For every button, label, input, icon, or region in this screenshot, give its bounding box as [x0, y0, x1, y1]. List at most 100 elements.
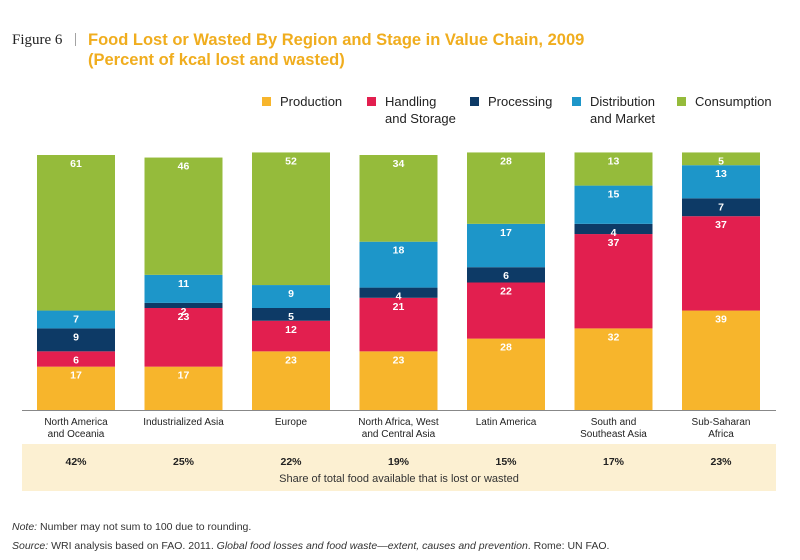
- data-label-distribution-4: 18: [393, 245, 405, 257]
- legend-swatch-distribution: [572, 97, 581, 106]
- share-value-1: 42%: [65, 456, 87, 468]
- bar-distribution-3: [252, 285, 330, 308]
- bar-distribution-6: [574, 185, 653, 224]
- bar-production-1: [37, 366, 115, 410]
- data-label-processing-5: 6: [503, 270, 509, 282]
- bar-production-7: [682, 310, 760, 410]
- data-label-production-6: 32: [608, 331, 620, 343]
- bar-distribution-4: [359, 241, 438, 288]
- figure-label: Figure 6: [12, 32, 63, 48]
- bar-distribution-5: [467, 223, 545, 268]
- data-label-production-4: 23: [393, 354, 405, 366]
- bar-handling-7: [682, 216, 760, 311]
- bar-consumption-5: [467, 152, 545, 224]
- data-label-consumption-5: 28: [500, 155, 512, 167]
- legend-label-processing: Processing: [488, 94, 553, 109]
- bar-handling-2: [144, 308, 223, 367]
- legend-item-handling: Handling and Storage: [367, 93, 456, 127]
- bar-processing-7: [682, 198, 760, 217]
- bar-handling-4: [359, 297, 438, 352]
- source-label: Source:: [12, 540, 49, 552]
- legend-swatch-processing: [470, 97, 479, 106]
- bar-processing-4: [359, 287, 438, 298]
- data-label-consumption-2: 46: [178, 161, 190, 173]
- legend-label-production: Production: [280, 94, 343, 109]
- bar-processing-2: [144, 302, 223, 308]
- x-tick-label-7: Sub-Saharan Africa: [692, 417, 751, 440]
- data-label-handling-1: 6: [73, 354, 79, 366]
- chart-source: Source: WRI analysis based on FAO. 2011.…: [12, 540, 609, 552]
- chart-note: Note: Number may not sum to 100 due to r…: [12, 521, 251, 533]
- bar-handling-1: [37, 351, 115, 367]
- bar-consumption-2: [144, 157, 223, 275]
- bar-consumption-7: [682, 152, 760, 166]
- share-lost-panel: Share of total food available that is lo…: [22, 444, 776, 491]
- bar-consumption-6: [574, 152, 653, 186]
- data-label-processing-7: 7: [718, 201, 724, 213]
- data-label-production-3: 23: [285, 354, 297, 366]
- bar-distribution-1: [37, 310, 115, 329]
- data-label-consumption-4: 34: [393, 158, 405, 170]
- share-value-2: 25%: [173, 456, 195, 468]
- bar-distribution-2: [144, 274, 223, 303]
- data-label-processing-2: 2: [181, 306, 187, 318]
- legend-label-consumption: Consumption: [695, 94, 772, 109]
- bar-production-5: [467, 338, 545, 410]
- data-label-distribution-7: 13: [715, 168, 727, 180]
- legend-swatch-production: [262, 97, 271, 106]
- share-caption: Share of total food available that is lo…: [279, 473, 519, 485]
- bar-production-3: [252, 351, 330, 410]
- legend-swatch-handling: [367, 97, 376, 106]
- bar-consumption-1: [37, 155, 115, 311]
- data-label-consumption-6: 13: [608, 155, 620, 167]
- data-label-handling-4: 21: [393, 301, 405, 313]
- bar-handling-5: [467, 282, 545, 339]
- bar-processing-3: [252, 308, 330, 321]
- bar-consumption-4: [359, 155, 438, 242]
- legend-item-consumption: Consumption: [677, 93, 772, 110]
- x-tick-label-6: South and Southeast Asia: [580, 417, 647, 440]
- share-value-3: 22%: [280, 456, 302, 468]
- figure-separator: |: [74, 31, 78, 47]
- bar-production-2: [144, 366, 223, 410]
- note-text: Number may not sum to 100 due to roundin…: [40, 521, 252, 533]
- data-label-handling-7: 37: [715, 219, 727, 231]
- data-label-handling-3: 12: [285, 324, 297, 336]
- data-label-production-2: 17: [178, 370, 190, 382]
- bar-distribution-7: [682, 165, 760, 199]
- data-label-distribution-3: 9: [288, 288, 294, 300]
- data-label-distribution-2: 11: [178, 278, 189, 290]
- data-label-consumption-1: 61: [70, 158, 82, 170]
- x-tick-label-1: North America and Oceania: [44, 417, 108, 440]
- data-label-distribution-6: 15: [608, 189, 620, 201]
- data-label-handling-6: 37: [608, 237, 620, 249]
- share-value-6: 17%: [603, 456, 625, 468]
- legend-label-handling: Handling and Storage: [385, 94, 456, 126]
- bar-production-6: [574, 328, 653, 410]
- data-label-processing-6: 4: [611, 227, 617, 239]
- data-label-handling-2: 23: [178, 311, 190, 323]
- data-label-consumption-7: 5: [718, 155, 724, 167]
- bar-production-4: [359, 351, 438, 410]
- data-label-distribution-5: 17: [500, 227, 512, 239]
- x-tick-label-2: Industrialized Asia: [143, 417, 224, 428]
- source-text: WRI analysis based on FAO. 2011.: [51, 540, 217, 552]
- data-label-production-7: 39: [715, 314, 727, 326]
- bar-processing-5: [467, 267, 545, 283]
- data-label-production-5: 28: [500, 342, 512, 354]
- x-tick-label-3: Europe: [275, 417, 308, 428]
- data-label-processing-4: 4: [396, 291, 402, 303]
- x-tick-label-4: North Africa, West and Central Asia: [358, 417, 439, 440]
- legend-item-production: Production: [262, 93, 342, 110]
- chart-subtitle: (Percent of kcal lost and wasted): [88, 51, 345, 69]
- bar-processing-1: [37, 328, 115, 352]
- note-label: Note:: [12, 521, 38, 533]
- data-label-distribution-1: 7: [73, 314, 79, 326]
- bar-handling-6: [574, 234, 653, 329]
- legend-item-processing: Processing: [470, 93, 552, 110]
- data-label-processing-1: 9: [73, 331, 79, 343]
- chart-title: Food Lost or Wasted By Region and Stage …: [88, 30, 584, 70]
- share-value-4: 19%: [388, 456, 410, 468]
- bar-handling-3: [252, 320, 330, 352]
